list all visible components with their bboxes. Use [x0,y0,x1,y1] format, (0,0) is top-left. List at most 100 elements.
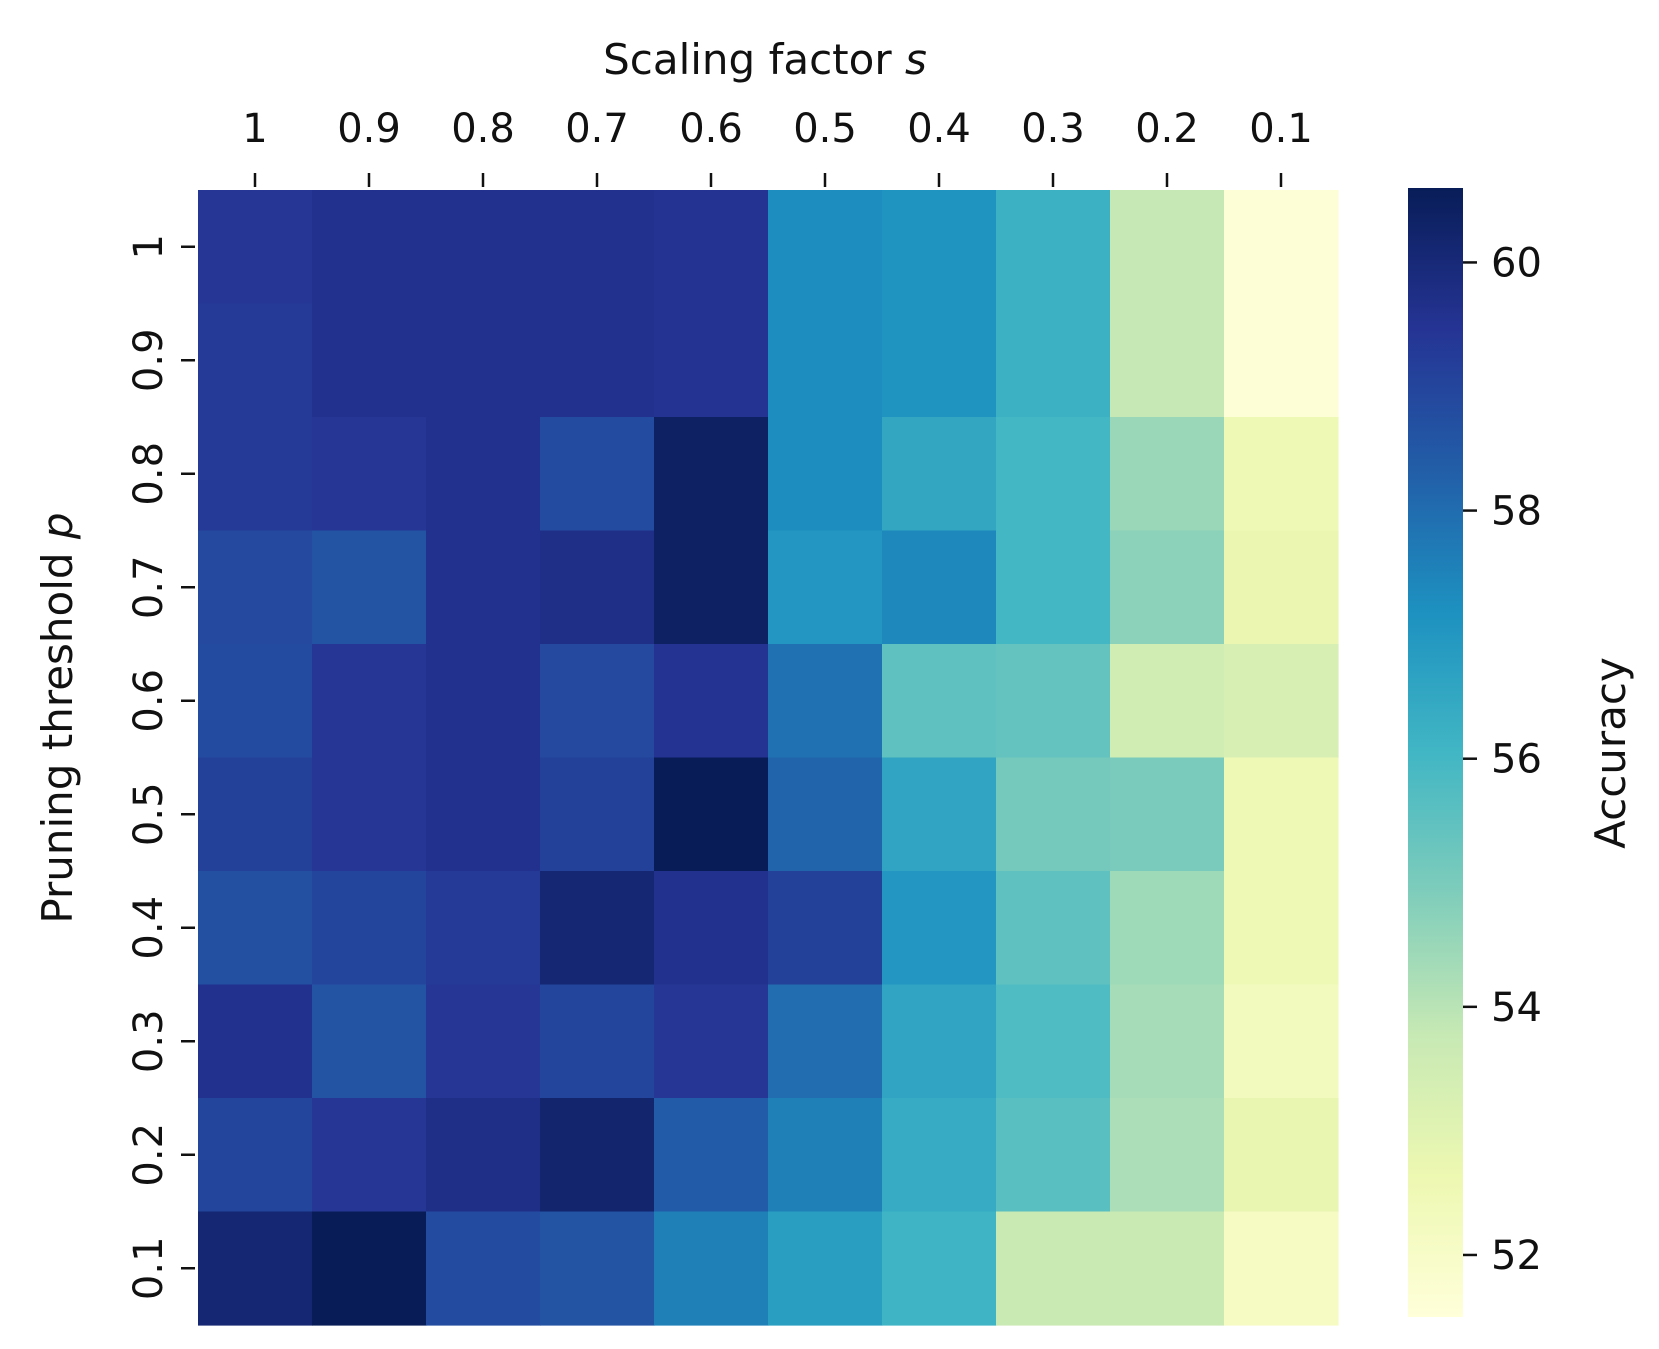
heatmap-cell [1224,984,1339,1099]
heatmap-cell [768,530,883,645]
y-tick-label: 0.4 [126,896,172,960]
colorbar-tick-label: 56 [1491,737,1542,783]
heatmap-cell [654,1211,769,1326]
colorbar-label: Accuracy [1586,657,1635,849]
heatmap-cell [996,190,1111,305]
heatmap-cell [882,530,997,645]
heatmap-cell [1224,417,1339,532]
x-axis-title-text: Scaling factor [603,35,892,84]
heatmap-cell [654,644,769,759]
heatmap-cell [1224,871,1339,986]
heatmap-cell [1110,190,1225,305]
y-axis-variable: p [33,512,82,540]
heatmap-cell [426,417,541,532]
heatmap-cell [312,1211,427,1326]
heatmap-cell [654,190,769,305]
heatmap-cell [426,871,541,986]
heatmap-cell [1110,417,1225,532]
x-tick-label: 0.4 [907,106,971,152]
colorbar-tick-label: 60 [1491,240,1542,286]
heatmap-cell [540,757,655,872]
heatmap-cell [1110,1211,1225,1326]
heatmap-cell [312,303,427,418]
heatmap-cell [426,530,541,645]
heatmap-cell [312,984,427,1099]
heatmap-cell [996,417,1111,532]
x-tick-label: 0.8 [451,106,515,152]
heatmap-cell [882,190,997,305]
heatmap-cell [996,984,1111,1099]
y-tick-label: 0.5 [126,782,172,846]
x-tick-label: 0.3 [1021,106,1085,152]
heatmap-cell [198,757,313,872]
heatmap-cell [768,1211,883,1326]
heatmap-cell [1110,303,1225,418]
heatmap-cells [198,190,1339,1326]
heatmap-cell [882,1098,997,1213]
heatmap-cell [312,190,427,305]
heatmap-cell [198,530,313,645]
heatmap-cell [540,1211,655,1326]
heatmap-cell [996,1211,1111,1326]
y-axis-title: Pruning threshold p [33,512,82,923]
heatmap-cell [312,1098,427,1213]
heatmap-cell [426,1211,541,1326]
heatmap-cell [312,644,427,759]
heatmap-cell [312,530,427,645]
x-axis-title: Scaling factor s [603,35,927,84]
y-tick-label: 0.9 [126,328,172,392]
colorbar-tick-label: 58 [1491,489,1542,535]
heatmap-cell [1224,757,1339,872]
heatmap-cell [198,984,313,1099]
heatmap-cell [540,871,655,986]
heatmap-cell [426,757,541,872]
heatmap-cell [1110,871,1225,986]
colorbar-tick-label: 54 [1491,985,1542,1031]
y-tick-label: 0.3 [126,1009,172,1073]
heatmap-cell [654,871,769,986]
heatmap-cell [198,871,313,986]
heatmap-cell [768,190,883,305]
heatmap-cell [426,1098,541,1213]
y-tick-label: 0.8 [126,442,172,506]
heatmap-cell [198,1098,313,1213]
heatmap-cell [768,644,883,759]
heatmap-cell [1224,1211,1339,1326]
heatmap-cell [654,417,769,532]
x-tick-label: 0.7 [565,106,629,152]
heatmap-cell [654,1098,769,1213]
heatmap-cell [1110,530,1225,645]
heatmap-cell [426,190,541,305]
heatmap-cell [654,303,769,418]
heatmap-cell [1224,644,1339,759]
y-axis-title-text: Pruning threshold [33,552,82,923]
heatmap-cell [540,303,655,418]
x-axis-variable: s [905,35,927,84]
y-axis-ticks: 1 0.9 0.8 0.7 0.6 0.5 0.4 0.3 0.2 0.1 [126,234,195,1300]
heatmap-cell [198,303,313,418]
heatmap-cell [882,984,997,1099]
heatmap-cell [882,417,997,532]
y-tick-label: 0.1 [126,1236,172,1300]
y-tick-label: 1 [126,234,172,259]
x-tick-label: 0.6 [679,106,743,152]
colorbar-tick-label: 52 [1491,1233,1542,1279]
heatmap-cell [768,417,883,532]
heatmap-cell [426,303,541,418]
heatmap-cell [768,871,883,986]
heatmap-cell [882,303,997,418]
heatmap-cell [540,417,655,532]
heatmap-cell [1110,757,1225,872]
heatmap-cell [996,757,1111,872]
heatmap-cell [1224,190,1339,305]
heatmap-cell [882,644,997,759]
x-tick-label: 0.9 [337,106,401,152]
heatmap-cell [426,644,541,759]
heatmap-cell [1110,1098,1225,1213]
y-tick-label: 0.2 [126,1123,172,1187]
heatmap-cell [996,644,1111,759]
heatmap-cell [540,644,655,759]
heatmap-cell [1110,984,1225,1099]
x-tick-label: 1 [242,106,267,152]
